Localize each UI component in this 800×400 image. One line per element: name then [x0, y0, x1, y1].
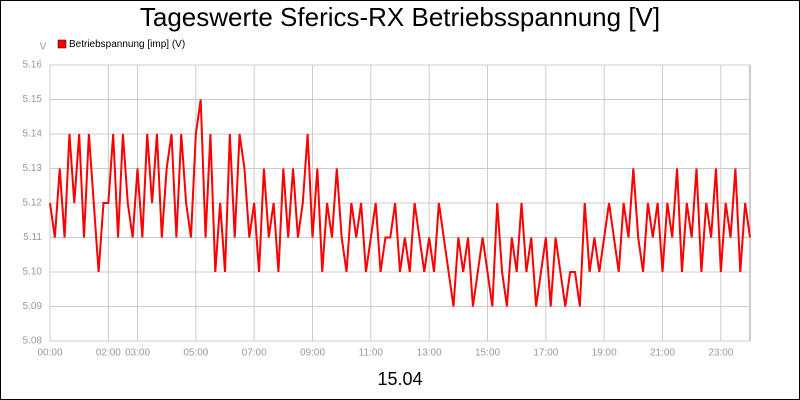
legend-label: Betriebspannung [imp] (V) [69, 39, 185, 50]
y-axis-label: V [40, 42, 47, 53]
y-tick-label: 5.08 [23, 336, 43, 347]
x-tick-label: 19:00 [592, 348, 617, 359]
y-tick-label: 5.13 [23, 163, 43, 174]
x-tick-label: 23:00 [708, 348, 733, 359]
y-tick-label: 5.16 [23, 60, 43, 71]
x-tick-label: 11:00 [359, 348, 384, 359]
x-tick-label: 07:00 [242, 348, 267, 359]
y-tick-label: 5.09 [23, 301, 43, 312]
y-tick-label: 5.14 [23, 129, 43, 140]
y-tick-label: 5.15 [23, 94, 43, 105]
x-axis-label: 15.04 [377, 369, 422, 389]
data-line [49, 99, 751, 307]
x-tick-label: 21:00 [650, 348, 675, 359]
x-tick-label: 17:00 [533, 348, 558, 359]
y-tick-label: 5.10 [23, 267, 43, 278]
y-tick-label: 5.12 [23, 198, 43, 209]
x-tick-label: 05:00 [183, 348, 208, 359]
x-tick-label: 02:00 [96, 348, 121, 359]
x-tick-label: 00:00 [37, 348, 62, 359]
y-tick-label: 5.11 [23, 232, 42, 243]
x-tick-label: 13:00 [417, 348, 442, 359]
x-tick-label: 03:00 [125, 348, 150, 359]
x-tick-label: 15:00 [475, 348, 500, 359]
chart-title: Tageswerte Sferics-RX Betriebsspannung [… [140, 2, 660, 32]
x-tick-label: 09:00 [300, 348, 325, 359]
legend-swatch [57, 39, 67, 49]
